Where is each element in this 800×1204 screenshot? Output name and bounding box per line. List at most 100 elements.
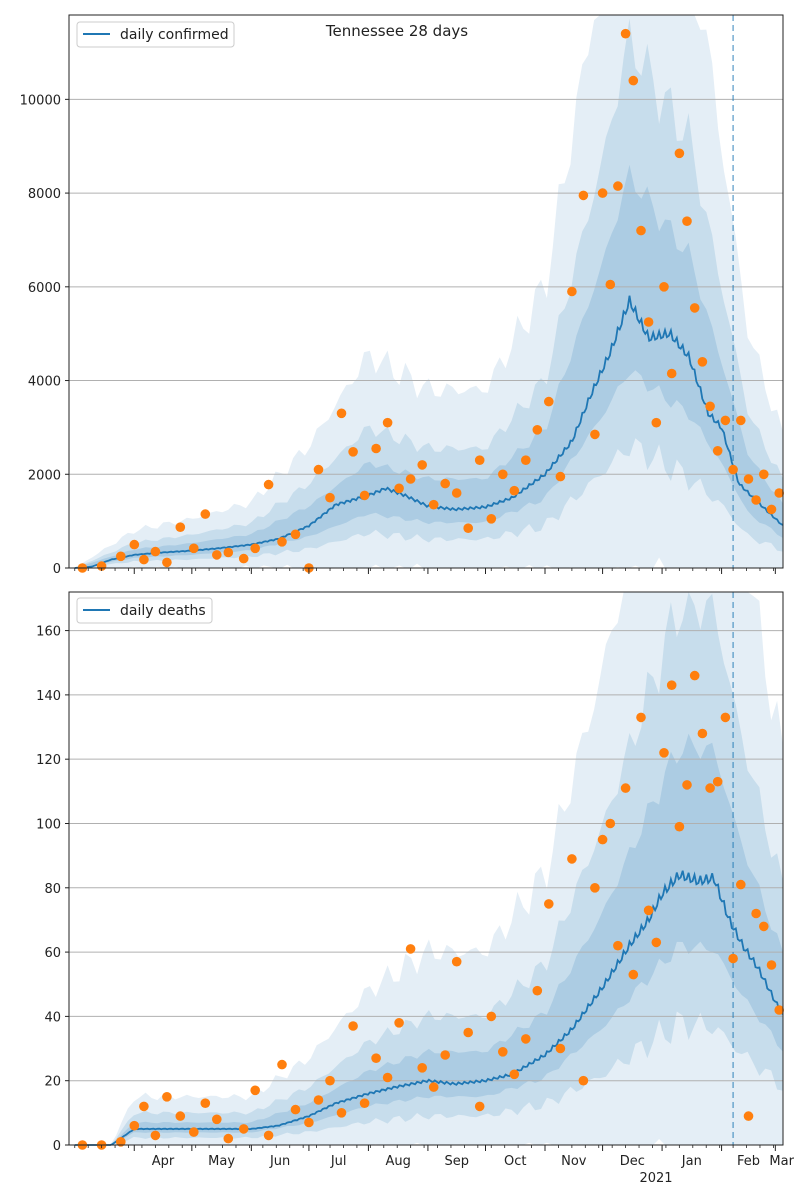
data-point [712,446,723,456]
data-point [463,523,474,533]
data-point [728,953,738,964]
data-point [759,469,769,480]
data-point [348,447,358,457]
y-tick-label: 80 [44,882,61,897]
y-tick-label: 4000 [28,375,61,390]
data-point [659,748,669,758]
data-point [440,1050,451,1060]
data-point [521,1034,531,1044]
x-tick-label: Aug [386,1154,411,1169]
x-tick-label: Dec [620,1154,645,1169]
x-tick-label: Mar [769,1154,794,1169]
data-point [223,547,234,558]
data-point [705,783,715,793]
y-tick-label: 6000 [28,281,61,296]
data-point [774,1005,784,1015]
y-tick-label: 140 [36,689,61,704]
data-point [238,1124,249,1134]
data-point [313,1095,324,1105]
deaths-gridlines [69,630,783,1082]
outer-band [74,592,784,1145]
data-point [759,921,769,932]
y-tick-label: 60 [44,946,61,961]
data-point [532,425,543,435]
data-point [682,780,692,790]
data-point [263,1130,274,1141]
data-point [451,488,462,498]
y-tick-label: 20 [44,1075,61,1090]
y-tick-label: 10000 [20,93,61,108]
data-point [304,1117,314,1128]
y-tick-label: 2000 [28,468,61,483]
data-point [651,417,662,428]
data-point [382,1072,393,1083]
legend-box [76,21,235,48]
data-point [666,680,677,690]
data-point [605,818,616,829]
data-point [417,1063,428,1073]
data-point [474,455,485,466]
x-tick-label: Jul [330,1154,347,1169]
data-point [643,905,654,916]
data-point [428,499,439,510]
data-point [336,408,347,419]
deaths-uncertainty-bands [74,592,784,1145]
data-point [189,1127,199,1137]
data-point [451,956,462,967]
confirmed-axes: 0 2000 4000 6000 8000 10000 [20,14,784,577]
data-point [474,1101,485,1112]
data-point [636,225,646,236]
data-point [620,28,631,39]
data-point [175,1111,186,1121]
y-tick-label: 120 [36,753,61,768]
chart-title: Tennessee 28 days [325,22,468,40]
data-point [498,469,508,480]
outer-band [74,15,784,568]
data-point [250,1085,260,1096]
data-point [223,1133,234,1144]
data-point [382,417,393,428]
data-point [371,443,381,454]
data-point [567,286,577,297]
middle-band [74,18,784,569]
y-tick-label: 160 [36,625,61,640]
data-point [129,539,140,550]
data-point [139,1101,149,1112]
data-point [428,1082,439,1092]
data-point [578,1075,589,1086]
y-tick-label: 40 [44,1010,61,1025]
data-point [736,879,746,890]
data-point [597,188,608,198]
data-point [238,553,249,564]
deaths-points [77,670,784,1150]
data-point [277,537,287,547]
data-point [405,474,416,484]
data-point [774,488,784,498]
data-point [509,1069,520,1080]
data-point [697,357,708,367]
data-point [394,1018,404,1028]
data-point [325,1075,335,1086]
deaths-legend: daily deaths [76,597,213,624]
data-point [440,478,451,489]
data-point [150,546,161,557]
confirmed-points [77,28,784,573]
data-point [290,529,301,540]
data-point [766,960,777,970]
x-tick-label: Jan [681,1154,702,1169]
data-point [336,1108,347,1118]
data-point [463,1027,474,1038]
data-point [590,883,600,893]
data-point [277,1059,287,1070]
inner-band [74,733,784,1145]
data-point [590,429,600,440]
data-point [555,1043,566,1054]
axes-frame [68,591,784,1146]
data-point [129,1120,140,1131]
data-point [712,776,723,787]
data-point [371,1053,381,1063]
data-point [486,514,497,524]
data-point [116,1137,126,1147]
confirmed-uncertainty-bands [74,15,784,569]
data-point [605,279,616,290]
